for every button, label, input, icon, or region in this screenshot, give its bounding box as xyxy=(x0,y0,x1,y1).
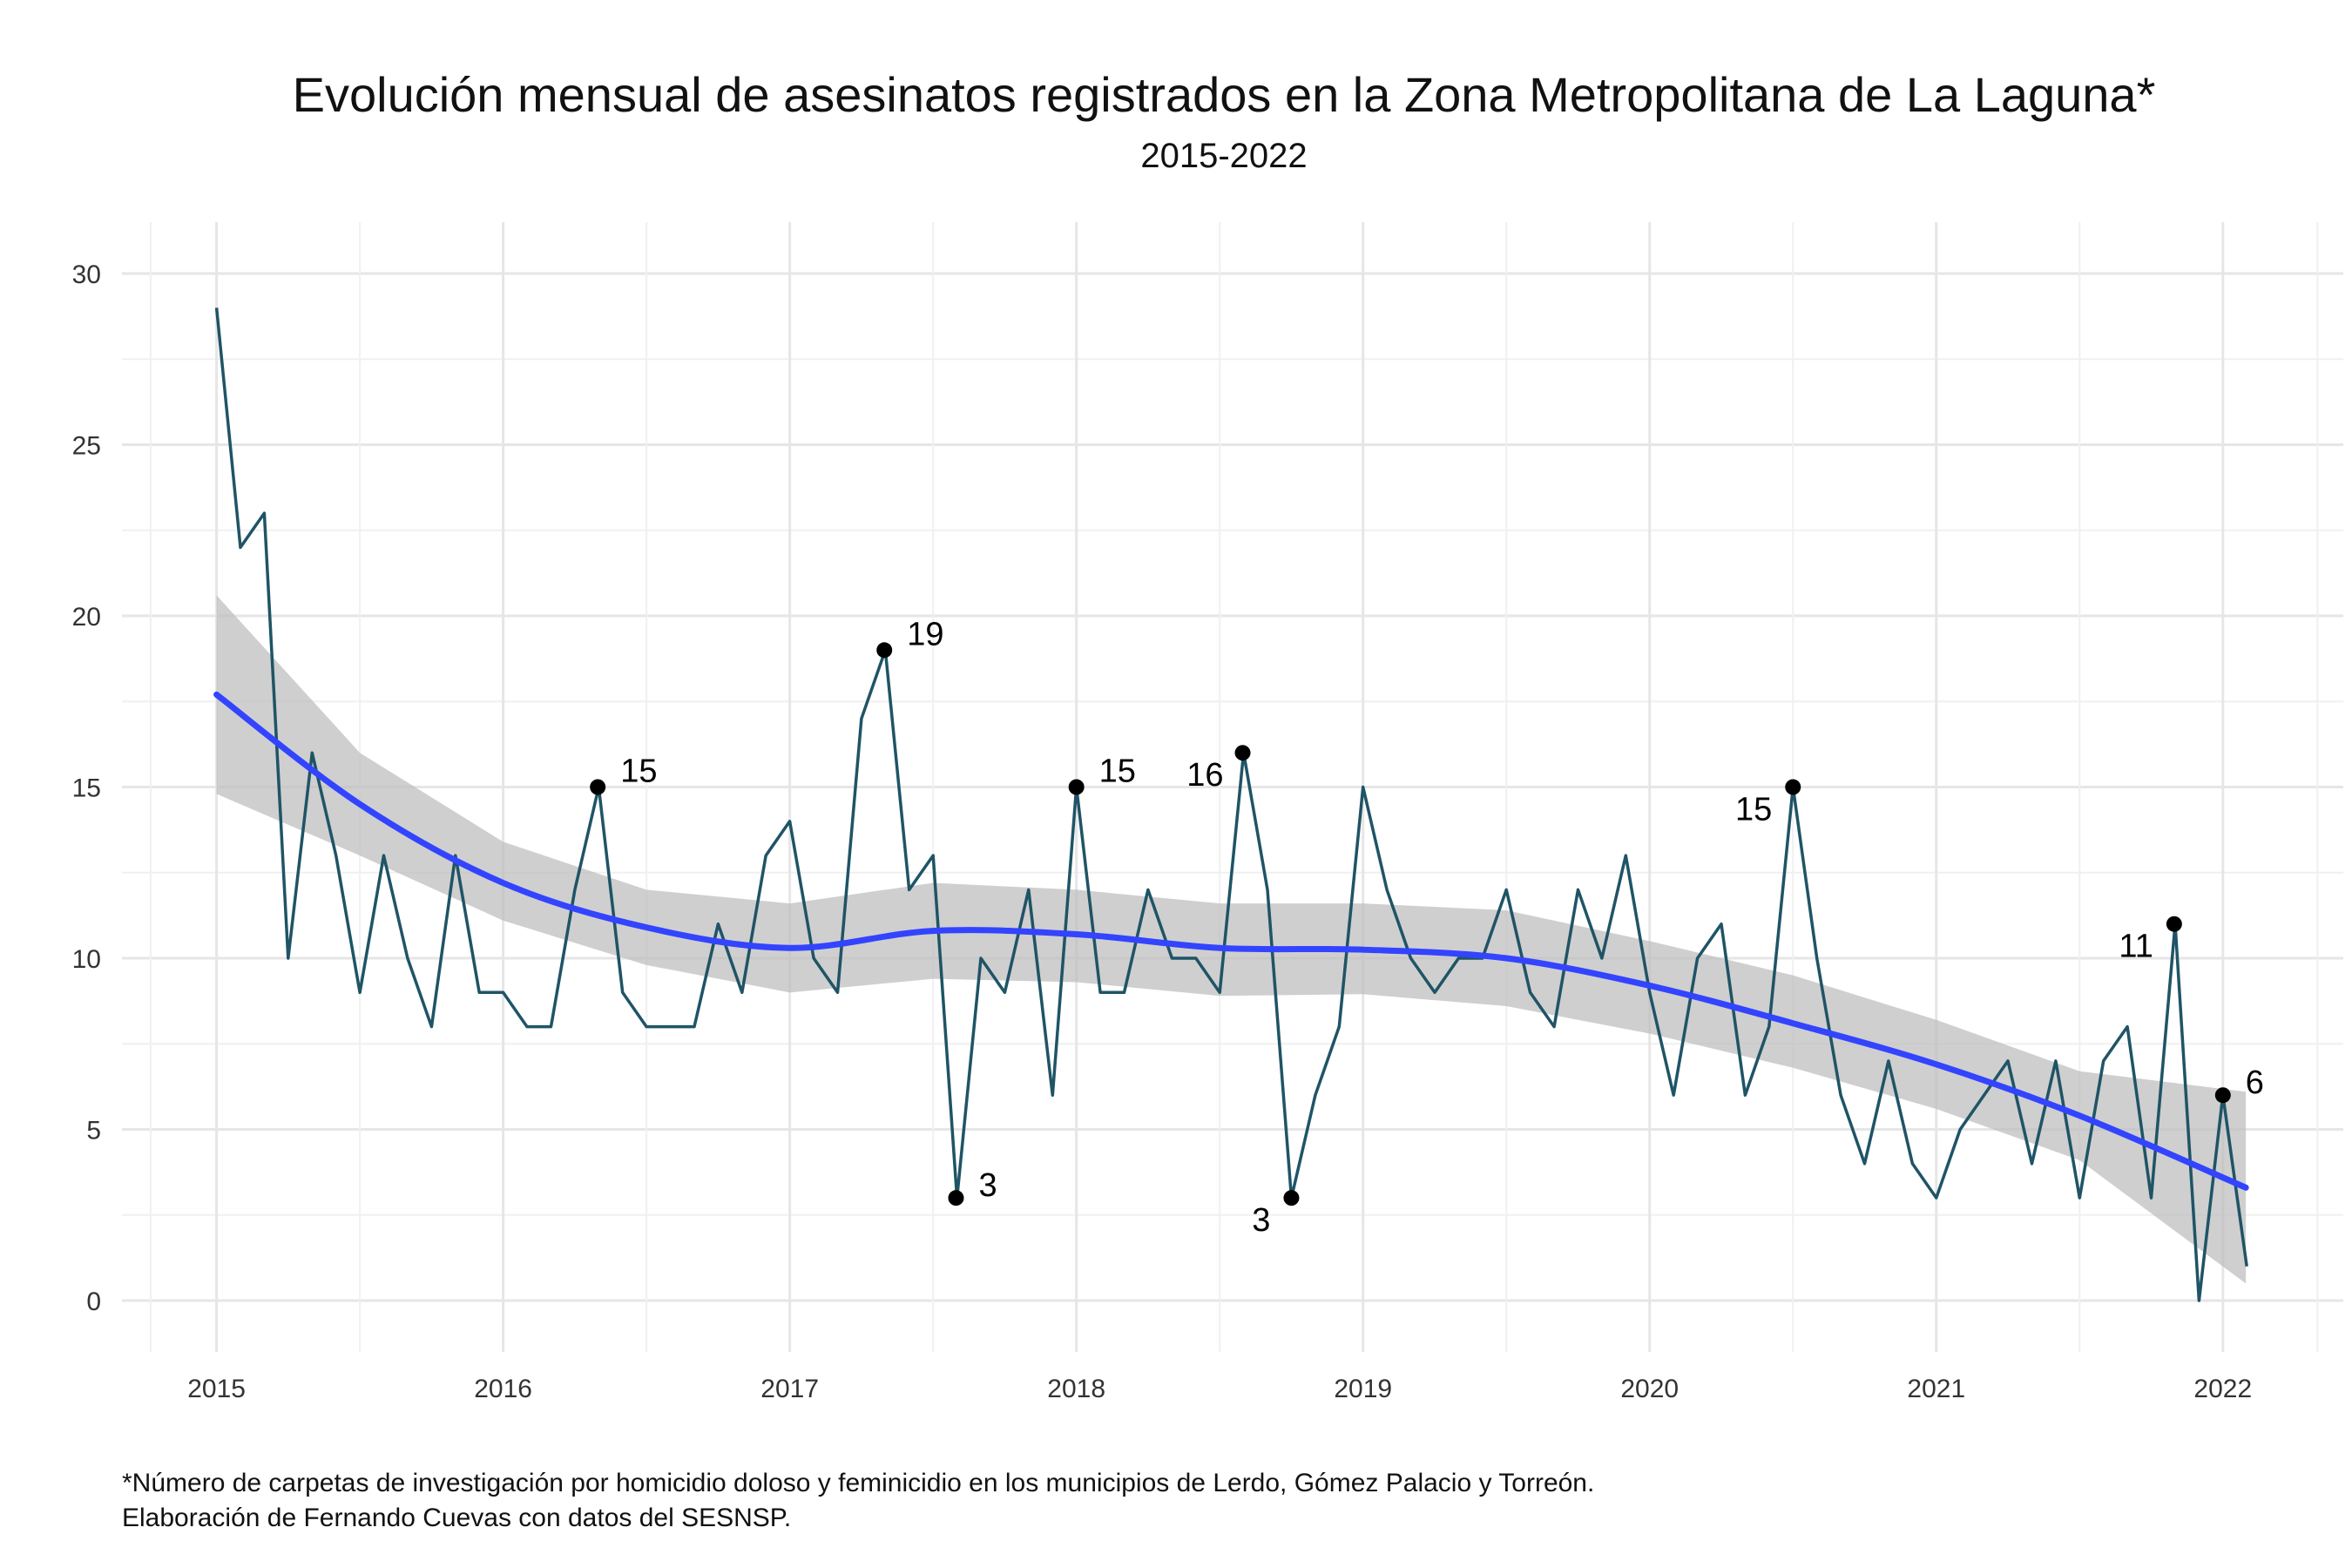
annotation-label: 15 xyxy=(1099,754,1136,790)
monthly-series-line xyxy=(214,308,2248,1302)
y-tick-label: 5 xyxy=(86,1117,101,1146)
annotation-label: 3 xyxy=(1252,1202,1270,1239)
annotation-label: 15 xyxy=(620,754,657,790)
x-tick-label: 2022 xyxy=(2193,1375,2252,1403)
annotated-point xyxy=(1234,745,1251,761)
y-tick-label: 25 xyxy=(72,431,101,460)
annotated-point xyxy=(590,779,606,795)
annotated-point xyxy=(948,1190,964,1206)
grid-layer xyxy=(122,222,2343,1352)
annotated-point xyxy=(1785,779,1801,795)
annotation-label: 19 xyxy=(907,616,943,652)
confidence-ribbon xyxy=(216,595,2247,1284)
annotation-label: 11 xyxy=(2119,929,2153,965)
footnote-line-2: Elaboración de Fernando Cuevas con datos… xyxy=(122,1504,791,1532)
chart-subtitle: 2015-2022 xyxy=(1140,137,1307,175)
x-tick-label: 2017 xyxy=(760,1375,819,1403)
y-tick-label: 30 xyxy=(72,260,101,289)
x-tick-label: 2020 xyxy=(1620,1375,1679,1403)
y-tick-label: 10 xyxy=(72,945,101,974)
y-tick-label: 0 xyxy=(86,1288,101,1316)
x-tick-label: 2016 xyxy=(474,1375,532,1403)
annotation-label: 15 xyxy=(1735,792,1772,828)
annotated-point xyxy=(1283,1190,1300,1206)
annotation-label: 16 xyxy=(1186,757,1223,794)
annotated-point xyxy=(1068,779,1085,795)
annotated-point xyxy=(876,642,893,659)
x-tick-label: 2015 xyxy=(187,1375,246,1403)
y-tick-label: 15 xyxy=(72,774,101,803)
annotated-point xyxy=(2214,1087,2231,1104)
x-tick-label: 2018 xyxy=(1047,1375,1105,1403)
trend-line-layer xyxy=(213,691,2249,1191)
confidence-ribbon-layer xyxy=(216,595,2247,1284)
chart-title: Evolución mensual de asesinatos registra… xyxy=(293,67,2156,122)
annotation-label: 3 xyxy=(978,1167,997,1204)
axis-tick-layer: 0 5 10 15 20 25 30 2015 2016 2017 2018 2019 2020 2021… xyxy=(72,260,2253,1403)
annotated-point xyxy=(2166,916,2182,932)
y-tick-label: 20 xyxy=(72,603,101,632)
x-tick-label: 2021 xyxy=(1907,1375,1965,1403)
annotation-label: 6 xyxy=(2246,1064,2264,1101)
footnote-line-1: *Número de carpetas de investigación por… xyxy=(122,1469,1594,1497)
annotation-layer: 15 19 3 15 16 3 15 11 6 xyxy=(590,616,2264,1239)
smooth-trend-line xyxy=(213,691,2249,1191)
series-line-layer xyxy=(214,308,2248,1302)
x-tick-label: 2019 xyxy=(1334,1375,1392,1403)
